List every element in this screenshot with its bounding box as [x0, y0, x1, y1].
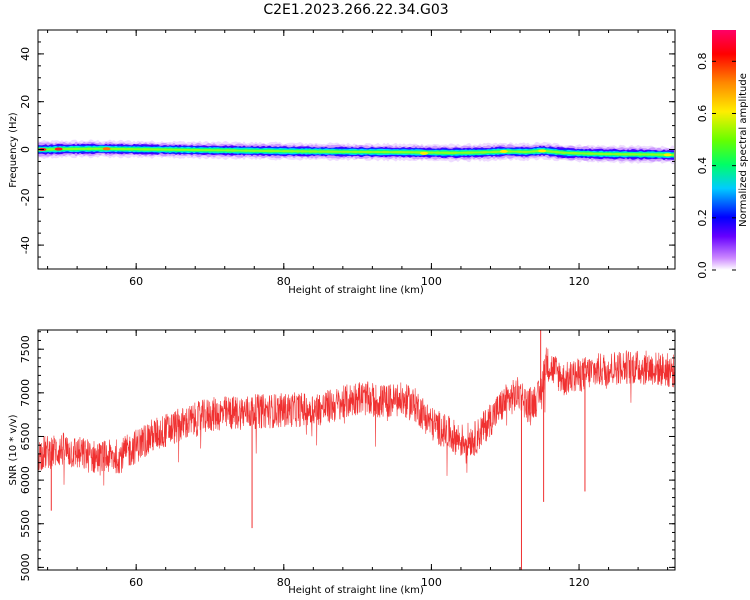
snr-ytick-label: 5500 [19, 510, 32, 538]
spectrogram-ytick-label: 40 [19, 47, 32, 61]
spectrogram-hotspot [663, 153, 672, 157]
snr-frame [37, 329, 676, 571]
spectrogram-xlabel: Height of straight line (km) [288, 285, 424, 296]
snr-ytick-label: 6500 [19, 422, 32, 450]
spectrogram-xtick-label: 100 [421, 275, 442, 288]
snr-xtick-label: 60 [129, 576, 143, 589]
snr-xtick-label: 120 [569, 576, 590, 589]
colorbar-tick-label: 0.4 [696, 157, 709, 175]
colorbar-ticks: 0.0 0.2 0.4 0.6 0.8 [696, 53, 736, 279]
snr-xlabel: Height of straight line (km) [288, 585, 424, 596]
spectrogram-panel: 60 80 100 120 -40 -20 0 20 40 Height of straight… [8, 29, 676, 296]
snr-ytick-label: 7000 [19, 379, 32, 407]
snr-xtick-label: 80 [277, 576, 291, 589]
spectrogram-ytick-label: -20 [19, 188, 32, 206]
colorbar-ramp [712, 30, 736, 270]
spectrogram-band [38, 147, 674, 157]
snr-plot-area [38, 330, 675, 570]
snr-ytick-label: 7500 [19, 335, 32, 363]
snr-series-line [38, 347, 675, 486]
colorbar-tick-label: 0.2 [696, 209, 709, 227]
spectrogram-ticks: 60 80 100 120 -40 -20 0 20 40 [19, 29, 675, 288]
figure-title: C2E1.2023.266.22.34.G03 [263, 2, 448, 18]
snr-ticks: 60 80 100 120 5000 5500 6000 6500 7000 7500 [19, 330, 675, 589]
spectrogram-ytick-label: 0 [19, 146, 32, 153]
spectrogram-hotspot [499, 149, 508, 153]
snr-panel: 60 80 100 120 5000 5500 6000 6500 7000 7500 Heigh… [8, 329, 676, 596]
spectrogram-xtick-label: 120 [569, 275, 590, 288]
spectrogram-hotspot [538, 149, 547, 153]
snr-ytick-label: 6000 [19, 466, 32, 494]
spectrogram-hotspot [102, 147, 111, 151]
colorbar-tick-label: 0.0 [696, 261, 709, 279]
snr-xtick-label: 100 [421, 576, 442, 589]
colorbar-tick-label: 0.8 [696, 53, 709, 71]
spectrogram-hotspot [54, 147, 63, 151]
spectrogram-ytick-label: -40 [19, 236, 32, 254]
colorbar: 0.0 0.2 0.4 0.6 0.8 Normalized spectral ampl… [696, 30, 749, 279]
snr-ylabel: SNR (10 * v/v) [8, 414, 19, 485]
spectrogram-xtick-label: 60 [129, 275, 143, 288]
spectrogram-ylabel: Frequency (Hz) [8, 112, 19, 188]
spectrogram-hotspot [420, 151, 429, 155]
spectrogram-xtick-label: 80 [277, 275, 291, 288]
snr-ytick-label: 5000 [19, 553, 32, 581]
spectrogram-plot-area [38, 139, 674, 165]
colorbar-tick-label: 0.6 [696, 105, 709, 123]
colorbar-label: Normalized spectral amplitude [738, 73, 749, 227]
spectrogram-ytick-label: 20 [19, 95, 32, 109]
